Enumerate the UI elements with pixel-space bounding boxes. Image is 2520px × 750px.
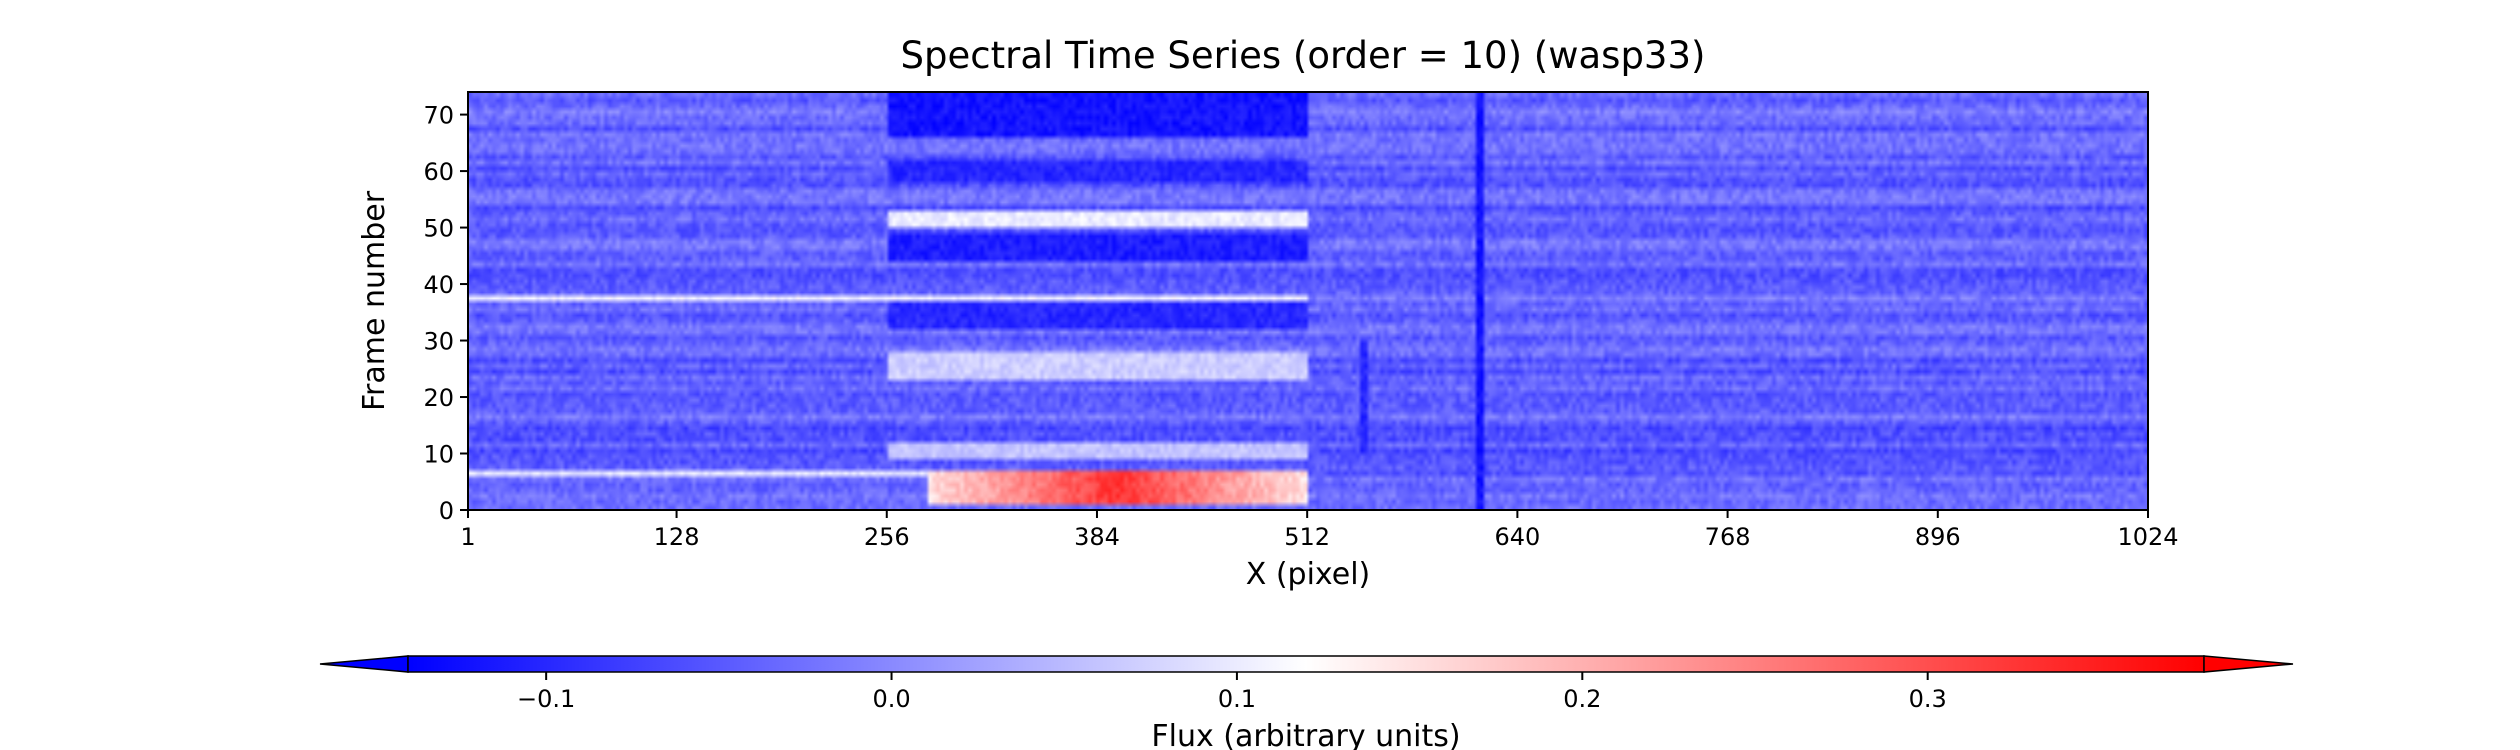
x-tick-label: 384 [1074, 523, 1120, 551]
heatmap-image [468, 92, 2148, 510]
x-tick-label: 1 [460, 523, 475, 551]
y-tick-label: 40 [423, 271, 454, 299]
x-tick-label: 1024 [2117, 523, 2178, 551]
y-tick-label: 70 [423, 102, 454, 130]
y-axis-label: Frame number [357, 190, 392, 411]
y-tick-label: 60 [423, 158, 454, 186]
x-tick-label: 512 [1284, 523, 1330, 551]
colorbar-label: Flux (arbitrary units) [1151, 719, 1460, 750]
colorbar-ticks: −0.1 0.0 0.1 0.2 0.3 [517, 672, 1947, 713]
y-tick-label: 30 [423, 328, 454, 356]
x-tick-label: 640 [1494, 523, 1540, 551]
x-tick-label: 256 [864, 523, 910, 551]
x-axis: 1 128 256 384 512 640 768 896 1024 [460, 510, 2179, 551]
y-tick-label: 10 [423, 441, 454, 469]
colorbar: −0.1 0.0 0.1 0.2 0.3 Flux (arbitrary units) [319, 655, 2294, 750]
colorbar-extend-high [2203, 655, 2294, 673]
y-axis: 0 10 20 30 40 50 60 70 [423, 102, 468, 525]
colorbar-extend-low [319, 655, 409, 673]
colorbar-tick-label: 0.1 [1218, 685, 1256, 713]
x-tick-label: 768 [1705, 523, 1751, 551]
chart-title: Spectral Time Series (order = 10) (wasp3… [901, 34, 1706, 77]
colorbar-tick-label: −0.1 [517, 685, 575, 713]
x-axis-label: X (pixel) [1246, 557, 1371, 592]
colorbar-tick-label: 0.0 [872, 685, 910, 713]
colorbar-gradient [407, 655, 2205, 673]
x-tick-label: 128 [654, 523, 700, 551]
heatmap-area [467, 91, 2149, 511]
y-tick-label: 0 [439, 497, 454, 525]
colorbar-tick-label: 0.2 [1563, 685, 1601, 713]
colorbar-tick-label: 0.3 [1909, 685, 1947, 713]
x-tick-label: 896 [1915, 523, 1961, 551]
y-tick-label: 50 [423, 215, 454, 243]
y-tick-label: 20 [423, 384, 454, 412]
